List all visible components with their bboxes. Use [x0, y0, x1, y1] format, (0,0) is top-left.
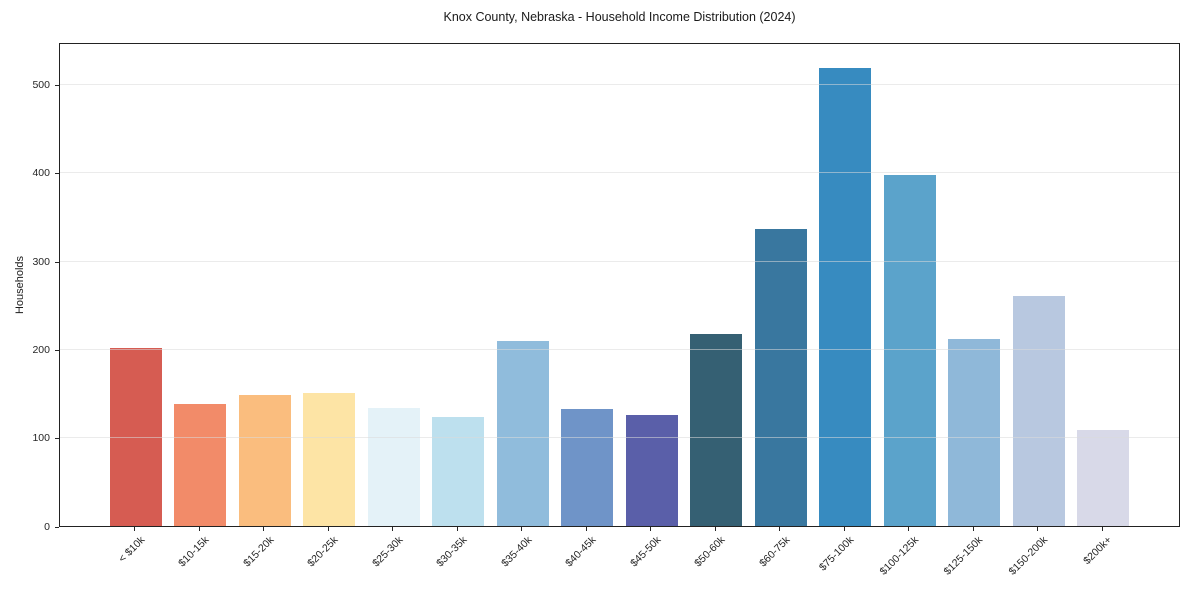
y-tick-mark: [55, 173, 59, 175]
x-tick-label: $45-50k: [627, 534, 663, 570]
x-tick-mark: [456, 527, 458, 531]
plot-area: [59, 43, 1180, 527]
x-tick-mark: [521, 527, 522, 531]
x-tick-label: $30-35k: [434, 534, 470, 570]
gridline-500: [60, 83, 1179, 85]
x-tick-label: $40-45k: [563, 534, 599, 570]
x-tick-mark: [134, 527, 135, 531]
x-tick-mark: [714, 527, 716, 531]
bar-$25-30k: [367, 407, 420, 526]
x-tick-label: < $10k: [115, 534, 147, 565]
bar-$40-45k: [561, 408, 613, 526]
x-tick-label: $200k+: [1081, 534, 1115, 568]
bar-$45-50k: [625, 414, 678, 526]
x-tick-label: $50-60k: [692, 534, 728, 570]
x-tick-label: $150-200k: [1006, 534, 1050, 578]
y-tick-label: 100: [32, 432, 50, 445]
x-tick-mark: [585, 527, 587, 531]
y-tick-label: 0: [44, 520, 50, 533]
y-tick-mark: [55, 84, 59, 86]
bar-$75-100k: [819, 67, 871, 526]
bar-$60-75k: [754, 229, 807, 526]
x-tick-mark: [392, 527, 393, 531]
y-tick-mark: [55, 261, 59, 263]
x-tick-label: $15-20k: [240, 534, 276, 570]
bar-$30-35k: [432, 416, 484, 526]
x-tick-mark: [908, 527, 909, 531]
bar-$10-15k: [174, 404, 226, 526]
x-tick-label: $100-125k: [877, 534, 921, 578]
x-tick-label: $125-150k: [941, 534, 986, 578]
x-tick-mark: [1101, 527, 1103, 531]
gridline-400: [60, 172, 1179, 174]
bar-$125-150k: [948, 338, 1000, 526]
bar-$200k+: [1077, 429, 1129, 526]
x-tick-label: $20-25k: [305, 534, 341, 570]
x-tick-mark: [843, 527, 845, 531]
y-tick-mark: [55, 526, 59, 528]
y-tick-label: 200: [32, 343, 50, 356]
y-tick-label: 400: [32, 167, 50, 180]
chart-title: Knox County, Nebraska - Household Income…: [443, 10, 796, 24]
x-tick-label: $35-40k: [498, 534, 534, 570]
bar-$150-200k: [1012, 296, 1065, 526]
y-tick-mark: [55, 438, 59, 440]
gridline-100: [60, 437, 1179, 439]
gridline-300: [60, 260, 1179, 262]
x-tick-label: $75-100k: [817, 534, 857, 574]
x-tick-mark: [972, 527, 974, 531]
x-tick-mark: [779, 527, 780, 531]
bar-$100-125k: [883, 174, 936, 526]
y-tick-mark: [55, 349, 59, 351]
y-tick-label: 500: [32, 78, 50, 91]
x-tick-mark: [263, 527, 264, 531]
x-tick-label: $25-30k: [369, 534, 405, 570]
x-tick-mark: [650, 527, 651, 531]
bar-$20-25k: [303, 392, 355, 526]
bar-$50-60k: [690, 334, 742, 526]
bar-< $10k: [109, 347, 162, 526]
y-tick-label: 300: [32, 255, 50, 268]
gridline-200: [60, 348, 1179, 350]
x-tick-mark: [1037, 527, 1038, 531]
bar-$15-20k: [238, 395, 291, 526]
bar-$35-40k: [496, 340, 549, 526]
x-tick-mark: [327, 527, 329, 531]
x-tick-mark: [198, 527, 200, 531]
x-tick-label: $60-75k: [756, 534, 792, 570]
x-tick-label: $10-15k: [176, 534, 212, 570]
